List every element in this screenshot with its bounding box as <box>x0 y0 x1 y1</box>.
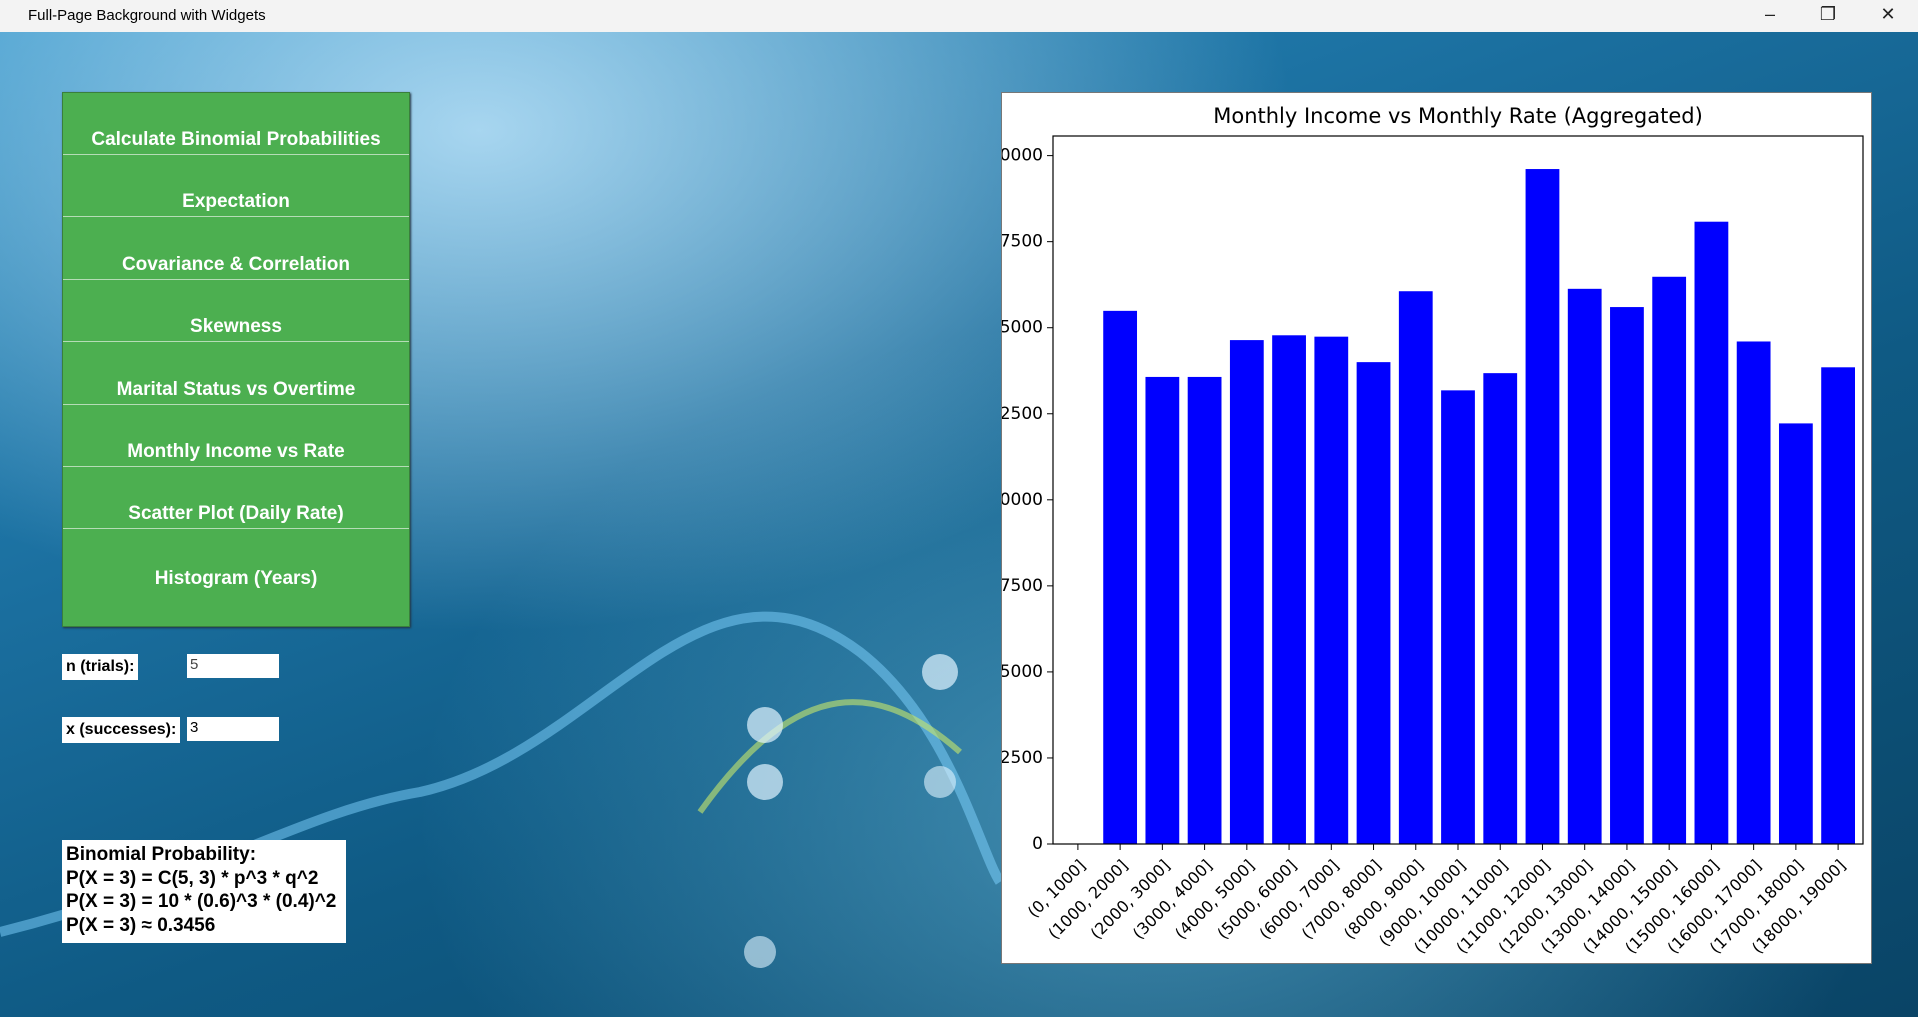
result-line: P(X = 3) = 10 * (0.6)^3 * (0.4)^2 <box>66 891 337 912</box>
bar <box>1441 390 1475 844</box>
y-tick-label: 12500 <box>1001 404 1043 424</box>
y-tick-label: 20000 <box>1001 146 1043 166</box>
bar <box>1652 276 1687 844</box>
bar <box>1736 341 1771 844</box>
bar <box>1103 310 1138 844</box>
input-label: x (successes): <box>62 717 181 743</box>
button[interactable]: Calculate Binomial Probabilities <box>63 93 409 155</box>
result-box: Binomial Probability: P(X = 3) = C(5, 3) … <box>62 840 346 943</box>
bar <box>1145 376 1180 844</box>
bar <box>1610 307 1644 844</box>
button[interactable]: Monthly Income vs Rate <box>63 405 409 467</box>
y-tick-label: 10000 <box>1001 490 1043 510</box>
window-title: Full-Page Background with Widgets <box>28 7 266 24</box>
button-panel: Calculate Binomial Probabilities Expectat… <box>62 92 410 627</box>
bar <box>1821 367 1855 844</box>
y-tick-label: 15000 <box>1001 318 1043 338</box>
input-label: n (trials): <box>62 654 139 680</box>
bar <box>1187 376 1222 844</box>
text-input[interactable]: 3 <box>187 717 279 741</box>
close[interactable]: ✕ <box>1880 4 1896 24</box>
text-input[interactable]: 5 <box>187 654 279 678</box>
y-tick-label: 5000 <box>1001 662 1043 682</box>
chart: Monthly Income vs Monthly Rate (Aggregat… <box>1001 92 1872 964</box>
result-line: P(X = 3) = C(5, 3) * p^3 * q^2 <box>66 867 319 889</box>
button[interactable]: Expectation <box>63 155 409 218</box>
minimize[interactable]: – <box>1764 4 1775 24</box>
bar <box>1314 336 1349 844</box>
bar <box>1398 291 1433 844</box>
y-tick-label: 0 <box>1032 834 1043 854</box>
button[interactable]: Covariance & Correlation <box>63 218 409 280</box>
button[interactable]: Histogram (Years) <box>154 567 318 589</box>
result-line: Binomial Probability: <box>66 844 257 865</box>
bar <box>1525 169 1560 844</box>
restore[interactable]: ❐ <box>1819 4 1837 24</box>
bar <box>1694 221 1729 845</box>
result-line: P(X = 3) ≈ 0.3456 <box>66 914 216 936</box>
bar <box>1567 288 1602 844</box>
title-bar: Full-Page Background with Widgets – ❐ ✕ <box>0 0 1918 32</box>
y-tick-label: 17500 <box>1001 232 1043 252</box>
button[interactable]: Skewness <box>63 280 409 343</box>
button[interactable]: Marital Status vs Overtime <box>63 343 409 405</box>
bar <box>1229 340 1264 844</box>
bar <box>1272 335 1306 844</box>
bar <box>1778 423 1813 844</box>
y-tick-label: 7500 <box>1001 576 1043 596</box>
bar <box>1356 362 1391 844</box>
bar <box>1483 373 1518 844</box>
y-tick-label: 2500 <box>1001 748 1043 768</box>
plot-frame <box>1052 135 1864 845</box>
chart-title: Monthly Income vs Monthly Rate (Aggregat… <box>1213 104 1703 128</box>
button[interactable]: Scatter Plot (Daily Rate) <box>63 467 409 530</box>
